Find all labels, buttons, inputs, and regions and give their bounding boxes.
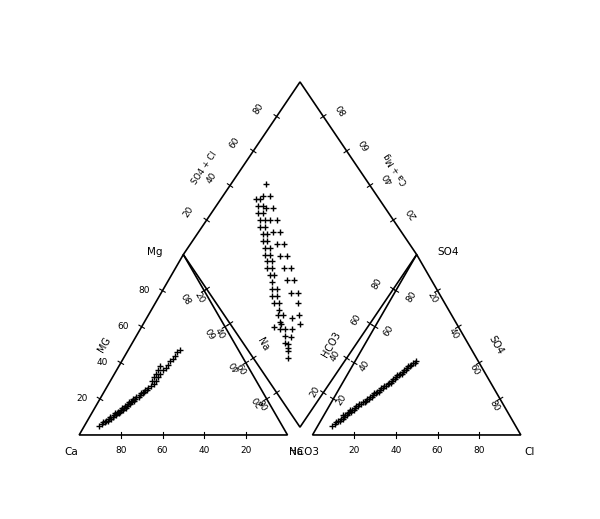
- Text: 40: 40: [329, 349, 342, 363]
- Text: 40: 40: [97, 358, 108, 367]
- Text: 60: 60: [234, 362, 247, 377]
- Text: 80: 80: [139, 286, 150, 295]
- Text: 40: 40: [213, 326, 227, 341]
- Text: 20: 20: [405, 205, 419, 220]
- Text: 20: 20: [192, 290, 206, 305]
- Text: SO4: SO4: [437, 248, 459, 257]
- Text: HCO3: HCO3: [320, 330, 343, 359]
- Text: Cl: Cl: [524, 447, 535, 457]
- Text: Ca: Ca: [64, 447, 78, 457]
- Text: 20: 20: [76, 394, 88, 403]
- Text: 40: 40: [205, 171, 218, 185]
- Text: 80: 80: [473, 446, 485, 456]
- Text: 40: 40: [390, 446, 401, 456]
- Text: 20: 20: [349, 446, 360, 456]
- Text: 80: 80: [405, 290, 419, 304]
- Text: Mg: Mg: [147, 248, 163, 257]
- Text: 80: 80: [115, 446, 127, 456]
- Text: 40: 40: [228, 359, 242, 373]
- Text: SO4: SO4: [487, 334, 505, 356]
- Text: Na: Na: [255, 336, 270, 353]
- Text: 40: 40: [382, 171, 395, 185]
- Text: 20: 20: [335, 393, 349, 407]
- Text: SO4 + Cl: SO4 + Cl: [190, 150, 218, 186]
- Text: 80: 80: [251, 102, 265, 116]
- Text: 40: 40: [446, 326, 460, 341]
- Text: 20: 20: [181, 205, 195, 220]
- Text: 60: 60: [205, 324, 218, 338]
- Text: 60: 60: [118, 322, 129, 331]
- Text: 20: 20: [240, 446, 251, 456]
- Text: Na: Na: [289, 447, 303, 457]
- Text: 40: 40: [358, 359, 372, 373]
- Text: HCO3: HCO3: [289, 447, 319, 457]
- Text: 80: 80: [370, 277, 384, 291]
- Text: 20: 20: [425, 290, 439, 305]
- Text: 80: 80: [488, 399, 502, 413]
- Text: 20: 20: [251, 393, 265, 407]
- Text: 80: 80: [255, 399, 268, 413]
- Text: 40: 40: [199, 446, 210, 456]
- Text: 20: 20: [308, 385, 322, 399]
- Text: MG: MG: [96, 335, 112, 354]
- Text: 80: 80: [335, 102, 349, 116]
- Text: 60: 60: [350, 312, 363, 327]
- Text: 60: 60: [467, 362, 481, 377]
- Text: 60: 60: [382, 324, 395, 338]
- Text: 60: 60: [358, 136, 372, 151]
- Text: Ca + Mg: Ca + Mg: [382, 151, 410, 186]
- Text: 60: 60: [228, 136, 242, 151]
- Text: 60: 60: [157, 446, 168, 456]
- Text: 80: 80: [181, 290, 195, 304]
- Text: 60: 60: [432, 446, 443, 456]
